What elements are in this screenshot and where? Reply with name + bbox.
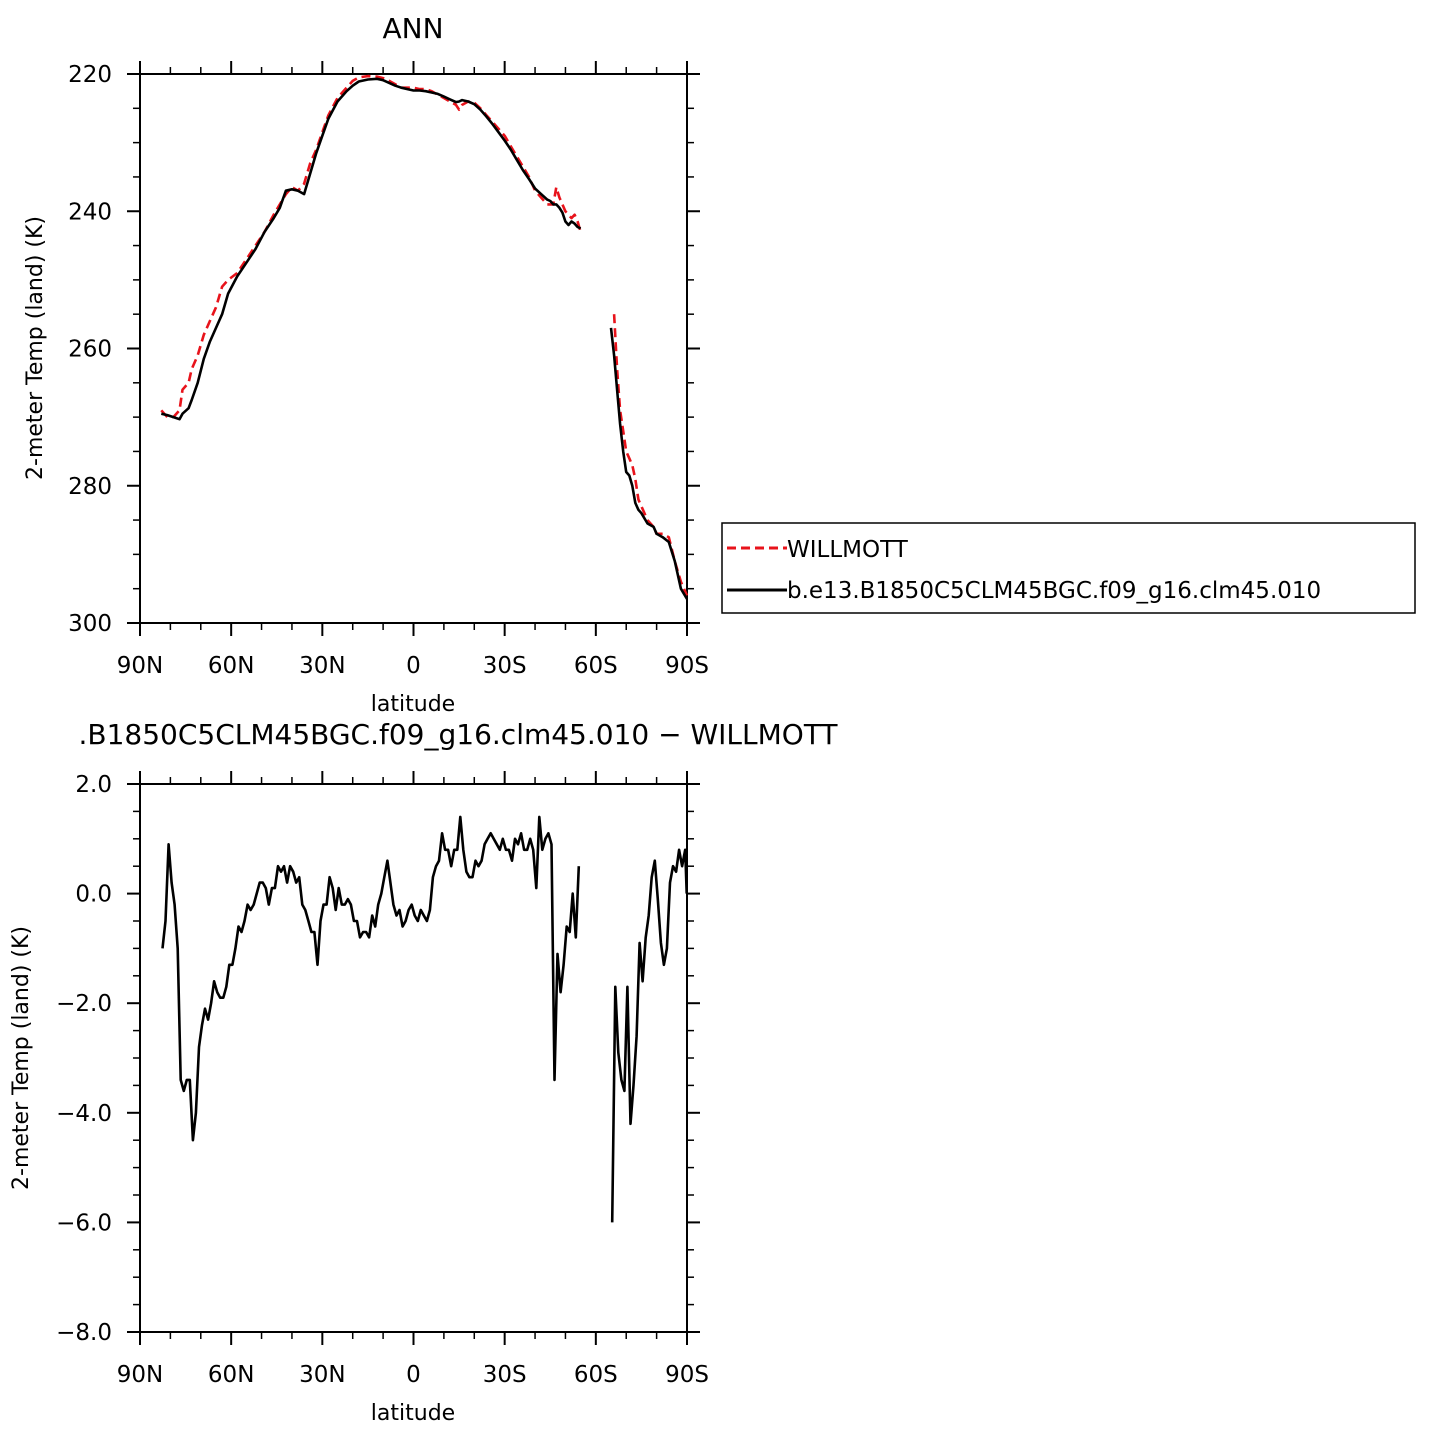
- top-y-tick-label: 300: [68, 611, 112, 637]
- bottom-x-axis-label: latitude: [371, 1401, 455, 1426]
- top-series-model-line: [161, 77, 582, 421]
- bottom-series-model-line: [161, 815, 581, 1142]
- legend: WILLMOTT b.e13.B1850C5CLM45BGC.f09_g16.c…: [721, 522, 1416, 614]
- top-x-tick-label: 0: [406, 653, 421, 679]
- bottom-x-tick-label: 30S: [483, 1362, 527, 1388]
- top-series-model-line: [609, 327, 689, 600]
- bottom-y-tick-label: 2.0: [75, 772, 112, 798]
- bottom-y-tick-label: −6.0: [56, 1210, 112, 1236]
- top-axes: 90N 60N 30N 0 30S 60S 90S 220 240 260 280 300: [68, 61, 709, 679]
- bottom-panel: .B1850C5CLM45BGC.f09_g16.clm45.010 − WIL…: [9, 718, 838, 1426]
- top-y-tick-label: 220: [68, 62, 112, 88]
- legend-box: [721, 522, 1416, 614]
- top-series-willmott-line: [160, 74, 582, 419]
- bottom-chart-title: .B1850C5CLM45BGC.f09_g16.clm45.010 − WIL…: [78, 718, 838, 751]
- bottom-axes: 90N 60N 30N 0 30S 60S 90S 2.0 0.0 −2.0 −4.0 −6.0 −8.…: [56, 771, 709, 1388]
- top-x-tick-label: 60N: [208, 653, 254, 679]
- top-panel: ANN latitude 2-meter Temp (land) (K) 90N…: [23, 12, 709, 717]
- top-y-tick-label: 280: [68, 474, 112, 500]
- bottom-y-tick-label: −4.0: [56, 1101, 112, 1127]
- bottom-y-tick-label: −2.0: [56, 991, 112, 1017]
- legend-label-willmott: WILLMOTT: [787, 537, 909, 563]
- top-x-tick-label: 30S: [483, 653, 527, 679]
- top-x-axis-label: latitude: [371, 692, 455, 717]
- top-series-lines: [160, 74, 689, 600]
- bottom-x-tick-label: 60N: [208, 1362, 254, 1388]
- top-x-tick-label: 90N: [117, 653, 163, 679]
- bottom-y-tick-label: −8.0: [56, 1320, 112, 1346]
- bottom-x-tick-label: 30N: [299, 1362, 345, 1388]
- bottom-y-tick-label: 0.0: [75, 882, 112, 908]
- bottom-x-tick-label: 60S: [574, 1362, 618, 1388]
- bottom-x-tick-label: 90S: [665, 1362, 709, 1388]
- top-plot-frame: [139, 73, 688, 624]
- top-chart-title: ANN: [382, 12, 443, 45]
- top-y-axis-label: 2-meter Temp (land) (K): [23, 216, 48, 480]
- top-x-tick-label: 90S: [665, 653, 709, 679]
- legend-label-model: b.e13.B1850C5CLM45BGC.f09_g16.clm45.010: [787, 578, 1321, 604]
- bottom-x-tick-label: 0: [406, 1362, 421, 1388]
- bottom-plot-frame: [139, 783, 688, 1333]
- bottom-x-tick-label: 90N: [117, 1362, 163, 1388]
- top-y-tick-label: 240: [68, 199, 112, 225]
- bottom-y-axis-label: 2-meter Temp (land) (K): [9, 926, 34, 1190]
- top-series-willmott-line: [612, 314, 689, 597]
- bottom-series-lines: [161, 815, 688, 1223]
- top-x-tick-label: 30N: [299, 653, 345, 679]
- bottom-series-model-line: [610, 848, 688, 1223]
- top-y-tick-label: 260: [68, 337, 112, 363]
- top-x-tick-label: 60S: [574, 653, 618, 679]
